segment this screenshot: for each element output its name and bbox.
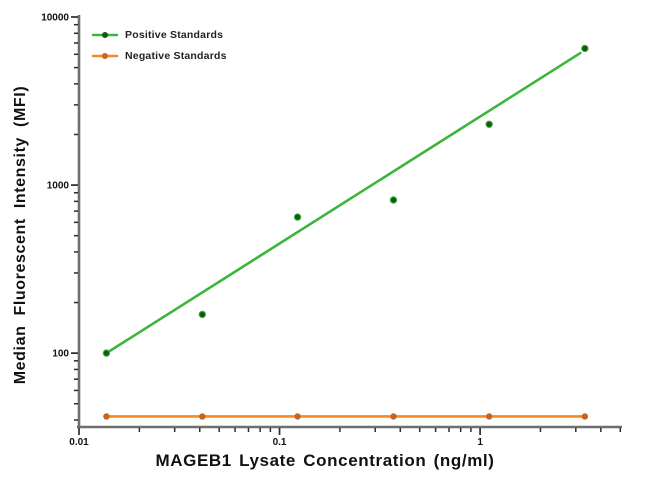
negative-standards-point [294, 413, 301, 420]
x-axis-title: MAGEB1 Lysate Concentration (ng/ml) [155, 451, 495, 470]
negative-standards-point [581, 413, 589, 420]
negative-series-marker-icon [91, 53, 119, 59]
y-tick-label: 1000 [47, 181, 70, 192]
legend: Positive Standards Negative Standards [91, 29, 227, 71]
legend-label-positive: Positive Standards [125, 29, 224, 41]
y-axis-title: Median Fluorescent Intensity (MFI) [12, 85, 29, 385]
negative-standards-point [103, 413, 110, 420]
positive-standards-point [293, 213, 302, 221]
negative-standards-point [485, 413, 493, 420]
x-tick-label: 0.01 [69, 437, 89, 448]
y-tick-label: 100 [52, 349, 69, 360]
positive-standards-point [485, 120, 493, 128]
y-tick-label: 10000 [41, 13, 69, 24]
positive-standards-point [581, 44, 589, 53]
legend-item-positive: Positive Standards [91, 29, 227, 41]
legend-item-negative: Negative Standards [91, 50, 227, 62]
positive-series-marker-icon [91, 32, 119, 38]
x-tick-label: 1 [477, 437, 483, 448]
positive-standards-point [102, 349, 111, 357]
legend-label-negative: Negative Standards [125, 50, 227, 62]
negative-standards-point [199, 413, 206, 420]
positive-standards-trend-line [105, 51, 582, 355]
positive-standards-point [198, 310, 207, 319]
positive-standards-point [389, 196, 398, 204]
negative-standards-point [390, 413, 397, 420]
x-tick-label: 0.1 [273, 437, 287, 448]
